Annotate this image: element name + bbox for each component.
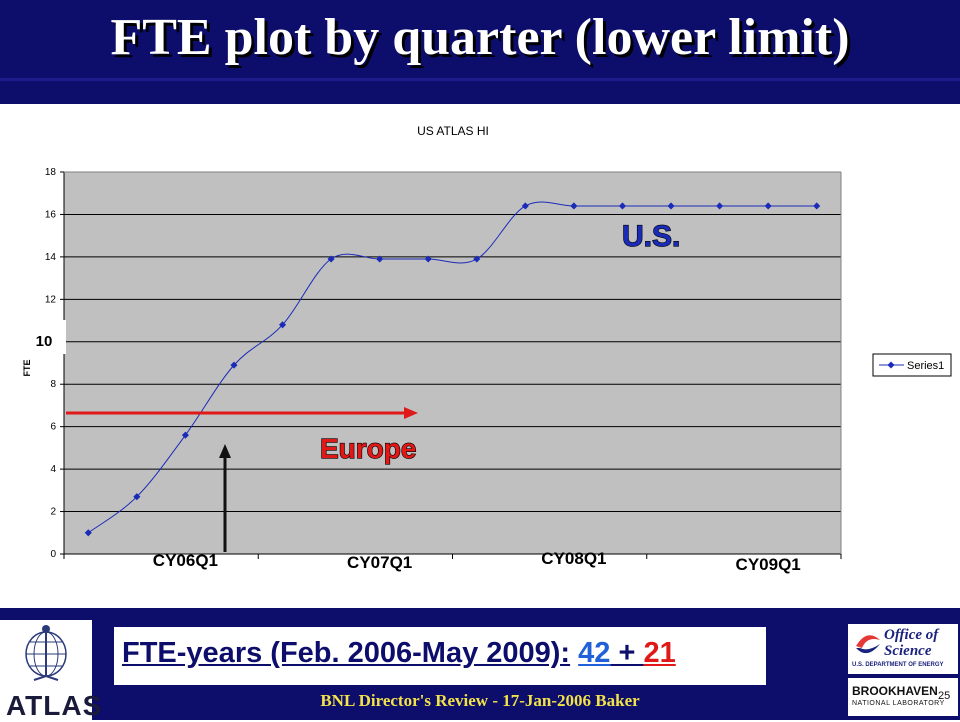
y-tick-label: 16 — [45, 209, 57, 220]
data-point — [618, 202, 627, 210]
bnl-logo-name: BROOKHAVEN — [852, 684, 938, 698]
office-of-science-logo: Office of Science U.S. DEPARTMENT OF ENE… — [848, 624, 958, 674]
start-arrowhead — [219, 444, 231, 458]
bnl-logo-sub: NATIONAL LABORATORY — [852, 700, 945, 707]
fte-years-line: FTE-years (Feb. 2006-May 2009): 42 + 21 — [122, 637, 676, 670]
y-tick-labels: 024681012141618 — [45, 167, 64, 560]
data-point — [327, 255, 335, 263]
x-tick-labels: CY06Q1 CY07Q1 CY08Q1 CY09Q1 — [153, 549, 801, 574]
legend-box — [872, 353, 952, 377]
bnl-logo: BROOKHAVEN NATIONAL LABORATORY — [848, 678, 958, 716]
data-point — [716, 202, 724, 210]
y-tick-label: 18 — [45, 167, 57, 178]
fte-years-plus: + — [610, 637, 644, 669]
y-axis-label: FTE — [22, 360, 32, 377]
data-point — [570, 202, 578, 210]
y-tick-label: 0 — [50, 549, 56, 560]
level-box — [30, 320, 66, 354]
atlas-logo: ATLAS — [0, 620, 101, 721]
data-point — [230, 361, 238, 369]
x-tick-marks — [63, 554, 842, 559]
data-point — [424, 255, 432, 263]
y-tick-label: 4 — [50, 464, 56, 475]
footer-text: BNL Director's Review - 17-Jan-2006 Bake… — [320, 691, 640, 710]
x-quarter-label: CY07Q1 — [347, 553, 412, 572]
fte-years-label: FTE-years (Feb. 2006-May 2009): — [122, 637, 571, 669]
page-number: 25 — [938, 690, 951, 702]
fte-chart: US ATLAS HI 024681012141618 FTE 10 Europ… — [22, 124, 952, 574]
atlas-logo-text: ATLAS — [6, 690, 103, 721]
slide-title: FTE plot by quarter (lower limit) — [110, 9, 850, 66]
office-of-science-icon — [856, 635, 880, 654]
data-point — [521, 202, 529, 210]
y-tick-label: 12 — [45, 294, 57, 305]
level-box-label: 10 — [36, 333, 53, 350]
series-line — [87, 201, 817, 534]
europe-label: Europe — [320, 433, 416, 464]
data-point — [181, 431, 189, 439]
legend-label: Series1 — [907, 360, 944, 372]
gridlines — [63, 171, 842, 555]
office-of-science-title: Office of Science — [884, 627, 939, 659]
plot-area — [64, 172, 841, 554]
chart-title: US ATLAS HI — [417, 124, 489, 138]
x-quarter-label: CY06Q1 — [153, 551, 218, 570]
data-point — [764, 202, 772, 210]
y-tick-label: 8 — [50, 379, 56, 390]
x-quarter-label: CY08Q1 — [541, 549, 606, 568]
title-bar: FTE plot by quarter (lower limit) — [0, 0, 960, 104]
data-point — [813, 202, 821, 210]
data-point — [84, 529, 92, 537]
legend-marker — [887, 361, 895, 369]
office-of-science-sub: U.S. DEPARTMENT OF ENERGY — [852, 662, 944, 668]
fte-years-us: 42 — [578, 637, 611, 669]
series-points — [84, 202, 821, 537]
fte-years-europe: 21 — [643, 637, 676, 669]
atlas-figure-icon — [25, 625, 67, 681]
us-label: U.S. — [622, 220, 680, 253]
data-point — [278, 321, 287, 329]
data-point — [376, 255, 384, 263]
y-tick-label: 6 — [50, 422, 56, 433]
data-point — [667, 202, 675, 210]
europe-arrowhead — [404, 407, 418, 419]
y-tick-label: 14 — [45, 252, 57, 263]
y-tick-label: 2 — [50, 507, 56, 518]
x-quarter-label: CY09Q1 — [736, 555, 801, 574]
fte-years-box: FTE-years (Feb. 2006-May 2009): 42 + 21 — [114, 627, 766, 685]
data-point — [133, 493, 141, 501]
data-point — [473, 255, 481, 263]
